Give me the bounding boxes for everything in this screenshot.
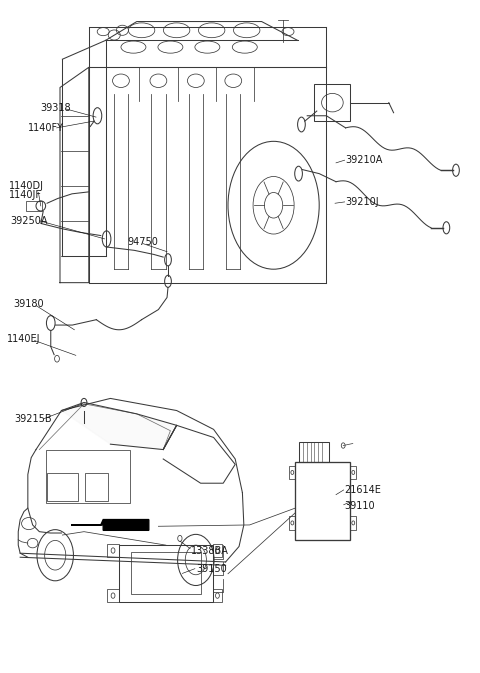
Text: 1140JF: 1140JF xyxy=(9,190,42,200)
Text: 39250A: 39250A xyxy=(11,216,48,225)
Text: 39150: 39150 xyxy=(196,564,227,573)
Bar xyxy=(107,589,119,602)
Bar xyxy=(46,450,130,503)
Bar xyxy=(350,516,356,530)
Text: 1338BA: 1338BA xyxy=(191,546,229,555)
Text: 39180: 39180 xyxy=(13,299,44,309)
Bar xyxy=(213,544,222,557)
Text: 1140FY: 1140FY xyxy=(28,123,64,133)
Text: 39215B: 39215B xyxy=(14,414,52,423)
Text: 94750: 94750 xyxy=(127,238,158,247)
Text: 1140DJ: 1140DJ xyxy=(9,181,44,190)
Bar xyxy=(299,442,329,462)
Text: 39210J: 39210J xyxy=(346,197,379,207)
Bar xyxy=(314,84,350,121)
Bar xyxy=(295,462,350,540)
Bar xyxy=(85,473,108,501)
Bar xyxy=(131,552,201,594)
Bar xyxy=(289,466,295,479)
Text: 39210A: 39210A xyxy=(346,155,383,164)
Bar xyxy=(289,516,295,530)
Bar xyxy=(350,466,356,479)
Polygon shape xyxy=(61,402,177,450)
Text: 21614E: 21614E xyxy=(345,485,382,495)
Bar xyxy=(107,544,119,557)
Text: 39110: 39110 xyxy=(345,501,375,511)
Bar xyxy=(213,589,222,602)
Polygon shape xyxy=(71,520,149,530)
Bar xyxy=(119,545,213,602)
Text: 1140EJ: 1140EJ xyxy=(7,334,41,344)
Bar xyxy=(47,473,78,501)
Bar xyxy=(26,201,42,211)
Text: 39318: 39318 xyxy=(41,103,72,112)
